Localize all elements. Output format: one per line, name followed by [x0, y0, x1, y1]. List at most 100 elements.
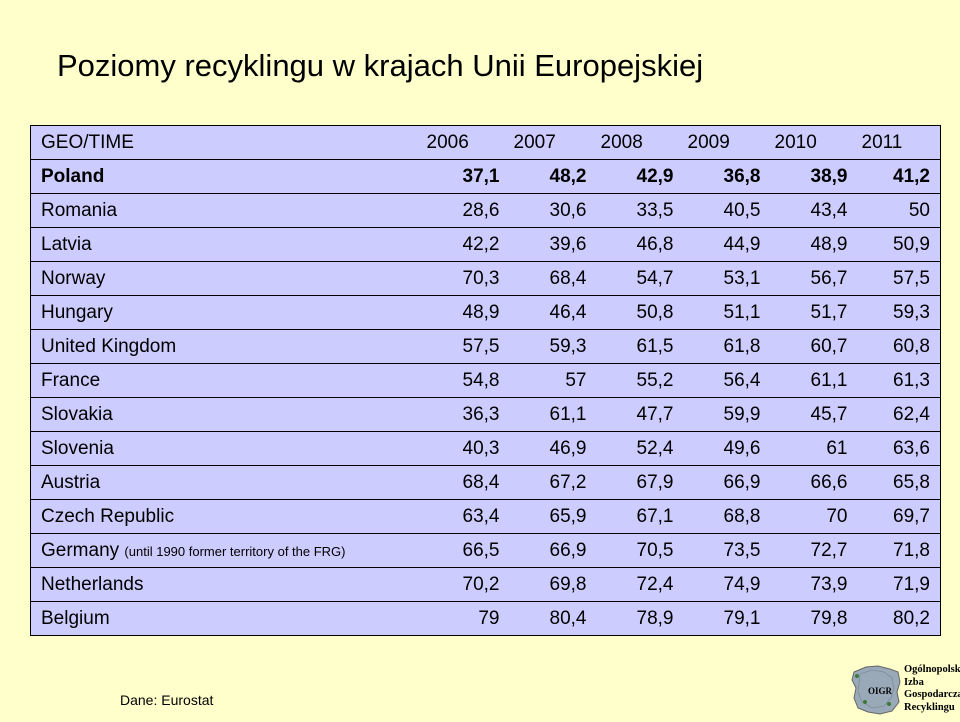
country-name: Hungary: [41, 301, 113, 323]
country-name: Slovakia: [41, 403, 113, 425]
value-cell: 53,1: [679, 261, 767, 296]
table-row: United Kingdom 57,5 59,3 61,5 61,8 60,7 60,8: [30, 329, 941, 364]
value-cell: 28,6: [418, 193, 506, 228]
page-title: Poziomy recyklingu w krajach Unii Europe…: [57, 48, 704, 83]
value-cell: 70,3: [418, 261, 506, 296]
value-cell: 52,4: [592, 431, 680, 466]
value-cell: 61: [766, 431, 854, 466]
table-row: Germany (until 1990 former territory of …: [30, 533, 941, 568]
value-cell: 66,9: [679, 465, 767, 500]
country-note: (until 1990 former territory of the FRG): [124, 543, 346, 559]
value-cell: 49,6: [679, 431, 767, 466]
value-cell: 66,6: [766, 465, 854, 500]
table-row: Belgium 79 80,4 78,9 79,1 79,8 80,2: [30, 601, 941, 636]
value-cell: 66,5: [418, 533, 506, 568]
country-name: Austria: [41, 471, 101, 493]
table-row: Netherlands 70,2 69,8 72,4 74,9 73,9 71,9: [30, 567, 941, 602]
logo-mark: OIGR: [868, 686, 893, 696]
value-cell: 61,8: [679, 329, 767, 364]
value-cell: 54,7: [592, 261, 680, 296]
table-row: Norway 70,3 68,4 54,7 53,1 56,7 57,5: [30, 261, 941, 296]
value-cell: 68,8: [679, 499, 767, 534]
year-header: 2009: [679, 125, 767, 160]
value-cell: 71,8: [853, 533, 941, 568]
value-cell: 48,9: [418, 295, 506, 330]
table-row: Latvia 42,2 39,6 46,8 44,9 48,9 50,9: [30, 227, 941, 262]
value-cell: 57: [505, 363, 593, 398]
logo-line-4: Recyklingu: [904, 701, 955, 713]
table-row: Hungary 48,9 46,4 50,8 51,1 51,7 59,3: [30, 295, 941, 330]
value-cell: 56,7: [766, 261, 854, 296]
value-cell: 60,8: [853, 329, 941, 364]
value-cell: 63,6: [853, 431, 941, 466]
value-cell: 67,9: [592, 465, 680, 500]
country-name: Netherlands: [41, 573, 144, 595]
value-cell: 44,9: [679, 227, 767, 262]
country-cell: Austria: [30, 465, 419, 500]
value-cell: 61,5: [592, 329, 680, 364]
value-cell: 36,3: [418, 397, 506, 432]
recycling-table: GEO/TIME 2006 2007 2008 2009 2010 2011 Poland 37…: [30, 125, 941, 636]
value-cell: 57,5: [418, 329, 506, 364]
value-cell: 51,1: [679, 295, 767, 330]
value-cell: 61,1: [766, 363, 854, 398]
country-cell: Poland: [30, 159, 419, 194]
value-cell: 61,3: [853, 363, 941, 398]
value-cell: 59,3: [505, 329, 593, 364]
table-row: Slovenia 40,3 46,9 52,4 49,6 61 63,6: [30, 431, 941, 466]
country-name: France: [41, 369, 101, 391]
value-cell: 72,7: [766, 533, 854, 568]
value-cell: 67,1: [592, 499, 680, 534]
country-name: Norway: [41, 267, 106, 289]
value-cell: 37,1: [418, 159, 506, 194]
country-name: Latvia: [41, 233, 92, 255]
value-cell: 70: [766, 499, 854, 534]
country-cell: Romania: [30, 193, 419, 228]
logo-line-3: Gospodarcza: [904, 689, 960, 700]
value-cell: 48,2: [505, 159, 593, 194]
country-name: Germany: [41, 539, 120, 561]
value-cell: 68,4: [505, 261, 593, 296]
value-cell: 61,1: [505, 397, 593, 432]
value-cell: 80,4: [505, 601, 593, 636]
country-cell: Czech Republic: [30, 499, 419, 534]
value-cell: 73,9: [766, 567, 854, 602]
value-cell: 42,9: [592, 159, 680, 194]
table-row: France 54,8 57 55,2 56,4 61,1 61,3: [30, 363, 941, 398]
value-cell: 33,5: [592, 193, 680, 228]
value-cell: 74,9: [679, 567, 767, 602]
value-cell: 56,4: [679, 363, 767, 398]
country-cell: Hungary: [30, 295, 419, 330]
table-row: Slovakia 36,3 61,1 47,7 59,9 45,7 62,4: [30, 397, 941, 432]
table-row: Austria 68,4 67,2 67,9 66,9 66,6 65,8: [30, 465, 941, 500]
value-cell: 67,2: [505, 465, 593, 500]
value-cell: 80,2: [853, 601, 941, 636]
value-cell: 30,6: [505, 193, 593, 228]
value-cell: 70,2: [418, 567, 506, 602]
year-header: 2006: [418, 125, 506, 160]
value-cell: 63,4: [418, 499, 506, 534]
value-cell: 69,8: [505, 567, 593, 602]
table-row: Romania 28,6 30,6 33,5 40,5 43,4 50: [30, 193, 941, 228]
value-cell: 55,2: [592, 363, 680, 398]
value-cell: 70,5: [592, 533, 680, 568]
value-cell: 40,5: [679, 193, 767, 228]
source-note: Dane: Eurostat: [120, 692, 214, 708]
table-row: Poland 37,1 48,2 42,9 36,8 38,9 41,2: [30, 159, 941, 194]
year-header: 2007: [505, 125, 593, 160]
value-cell: 79: [418, 601, 506, 636]
table-row: Czech Republic 63,4 65,9 67,1 68,8 70 69,7: [30, 499, 941, 534]
value-cell: 65,8: [853, 465, 941, 500]
value-cell: 79,1: [679, 601, 767, 636]
value-cell: 40,3: [418, 431, 506, 466]
value-cell: 46,9: [505, 431, 593, 466]
value-cell: 39,6: [505, 227, 593, 262]
value-cell: 54,8: [418, 363, 506, 398]
country-cell: Germany (until 1990 former territory of …: [30, 533, 419, 568]
value-cell: 57,5: [853, 261, 941, 296]
country-name: Czech Republic: [41, 505, 175, 527]
country-cell: United Kingdom: [30, 329, 419, 364]
value-cell: 60,7: [766, 329, 854, 364]
country-cell: Netherlands: [30, 567, 419, 602]
value-cell: 48,9: [766, 227, 854, 262]
